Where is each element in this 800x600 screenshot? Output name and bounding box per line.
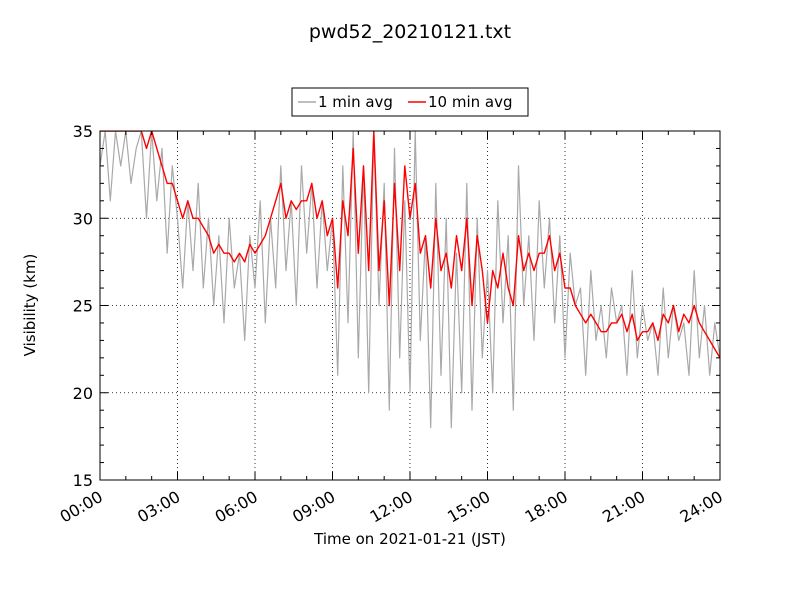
axis-ticks — [99, 130, 721, 481]
chart-title: pwd52_20210121.txt — [309, 21, 511, 43]
x-tick-label: 03:00 — [134, 487, 183, 527]
y-tick-label: 35 — [73, 122, 93, 141]
x-tick-label: 06:00 — [212, 487, 261, 527]
x-tick-label: 15:00 — [444, 487, 493, 527]
legend-label-1-min-avg: 1 min avg — [318, 93, 393, 111]
grid-lines — [100, 131, 720, 480]
legend-label-10-min-avg: 10 min avg — [428, 93, 513, 111]
y-tick-label: 30 — [73, 209, 93, 228]
series-line-10-min-avg — [100, 131, 720, 359]
x-tick-label: 12:00 — [367, 487, 416, 527]
y-tick-label: 25 — [73, 297, 93, 316]
x-tick-label: 00:00 — [57, 487, 106, 527]
series-group — [100, 131, 720, 429]
legend: 1 min avg 10 min avg — [291, 87, 529, 117]
x-axis-label: Time on 2021-01-21 (JST) — [313, 530, 506, 548]
y-tick-label: 20 — [73, 384, 93, 403]
y-axis-label: Visibility (km) — [21, 254, 39, 357]
x-tick-label: 09:00 — [289, 487, 338, 527]
y-tick-label: 15 — [73, 471, 93, 490]
x-tick-label: 21:00 — [599, 487, 648, 527]
x-tick-label: 24:00 — [677, 487, 726, 527]
x-tick-label: 18:00 — [522, 487, 571, 527]
